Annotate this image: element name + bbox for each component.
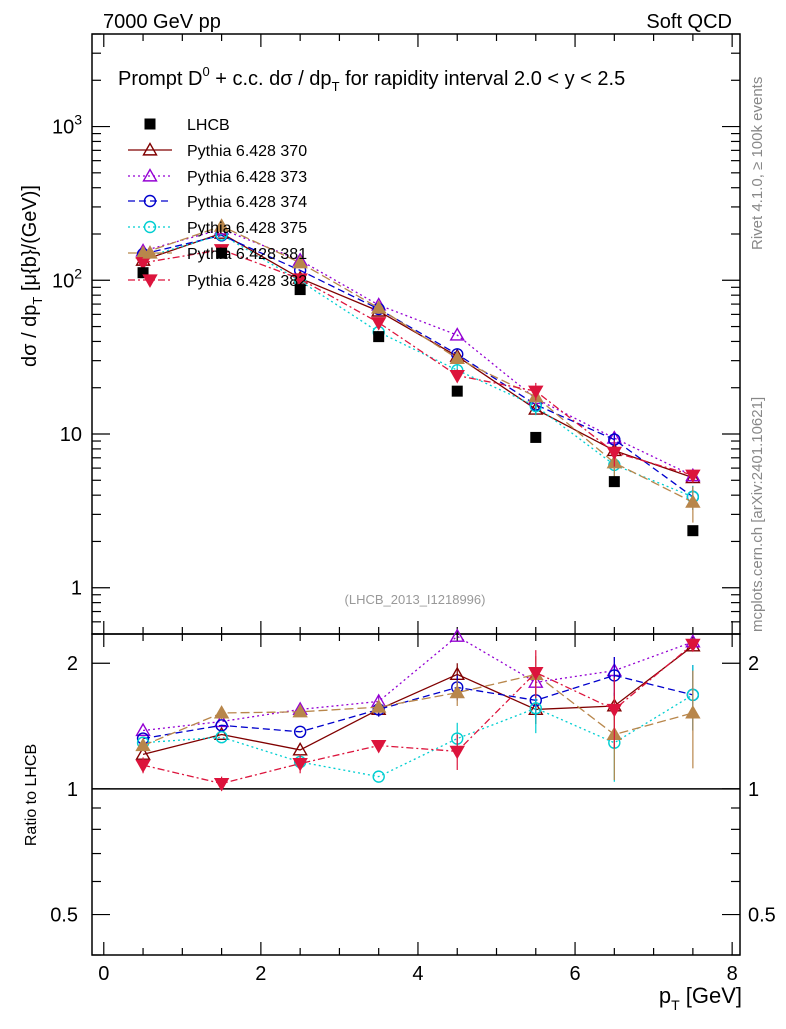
ratio-series-point: [292, 703, 308, 718]
series-pythia-6-428-382: [135, 244, 701, 792]
y-axis-label: dσ / dpT [μ{b}/(GeV)]: [19, 185, 45, 367]
series-point: [606, 446, 623, 461]
series-point: [292, 254, 308, 269]
series-point: [685, 469, 701, 484]
ratio-series-point: [293, 725, 307, 739]
process-label: Soft QCD: [646, 11, 732, 33]
ratio-series-point: [213, 705, 230, 719]
y-tick-label: 10: [60, 424, 82, 446]
legend-label: Pythia 6.428 382: [187, 273, 307, 290]
series-point: [292, 273, 308, 287]
x-tick-label: 2: [255, 963, 266, 985]
ratio-series-point: [135, 759, 151, 774]
legend-marker: [142, 142, 158, 156]
legend-marker: [142, 245, 158, 259]
ratio-series-point: [292, 757, 308, 772]
x-tick-label: 6: [569, 963, 580, 985]
ratio-plot-frame: [91, 633, 741, 956]
ratio-y-tick-label: 1: [67, 779, 78, 801]
series-point: [213, 225, 230, 239]
ratio-series-point: [685, 705, 701, 719]
series-point: [449, 327, 465, 341]
ratio-series-point: [135, 722, 151, 737]
series-point: [213, 218, 230, 232]
legend-label: Pythia 6.428 375: [187, 220, 307, 237]
legend-marker: [143, 194, 157, 208]
series-point: [528, 385, 544, 400]
data-point: [137, 267, 149, 279]
data-point: [530, 431, 542, 443]
ratio-y-tick-label-right: 2: [748, 653, 759, 675]
ratio-series-line: [142, 645, 694, 755]
series-pythia-6-428-381: [135, 218, 701, 781]
legend-label: Pythia 6.428 374: [187, 194, 307, 211]
data-point: [216, 247, 228, 259]
analysis-watermark: (LHCB_2013_I1218996): [345, 592, 486, 607]
ratio-series-line: [142, 673, 694, 747]
data-point: [687, 525, 699, 537]
legend-marker: [142, 168, 158, 182]
series-line: [142, 225, 694, 503]
x-tick-label: 0: [98, 963, 109, 985]
ratio-series-point: [528, 666, 544, 681]
legend-marker-lhcb: [144, 118, 156, 130]
series-pythia-6-428-370: [135, 225, 701, 760]
series-lhcb: [137, 247, 699, 537]
ratio-series-point: [449, 684, 465, 699]
ratio-series-point: [370, 739, 387, 754]
energy-label: 7000 GeV pp: [103, 11, 221, 33]
ratio-series-point: [135, 737, 151, 752]
data-point: [294, 284, 306, 296]
ratio-series-point: [529, 702, 542, 715]
series-point: [449, 350, 465, 365]
ratio-series-point: [213, 777, 230, 792]
ratio-series-point: [449, 745, 465, 760]
ratio-series-point: [215, 719, 228, 732]
ratio-series-point: [215, 730, 228, 744]
ratio-y-tick-label: 0.5: [50, 905, 78, 927]
rivet-label: Rivet 4.1.0, ≥ 100k events: [749, 77, 766, 250]
legend-label-lhcb: LHCB: [187, 117, 230, 134]
ratio-y-axis-label: Ratio to LHCB: [23, 744, 40, 846]
series-line: [142, 234, 694, 498]
series-point: [370, 317, 387, 331]
legend-label: Pythia 6.428 370: [187, 143, 307, 160]
ratio-series-point: [606, 703, 623, 718]
ratio-series-line: [142, 635, 694, 732]
ratio-series-point: [372, 770, 385, 783]
ratio-y-tick-label: 2: [67, 653, 78, 675]
ratio-series-point: [370, 699, 387, 713]
legend-marker: [143, 220, 157, 234]
y-tick-label: 1: [71, 578, 82, 600]
series-point: [449, 369, 465, 384]
plot-title: Prompt D0 + c.c. dσ / dpT for rapidity i…: [118, 64, 625, 94]
ratio-series-line: [142, 643, 694, 785]
series-line: [142, 249, 694, 476]
ratio-series-point: [685, 638, 701, 653]
mcplots-label: mcplots.cern.ch [arXiv:2401.10621]: [749, 397, 766, 632]
series-line: [142, 228, 694, 477]
legend-marker: [142, 274, 158, 288]
data-point: [373, 331, 385, 343]
data-point: [451, 385, 463, 397]
x-tick-label: 8: [727, 963, 738, 985]
ratio-series-point: [213, 726, 230, 741]
series-point: [685, 494, 701, 508]
y-tick-label: 103: [52, 112, 82, 139]
ratio-y-tick-label-right: 0.5: [748, 905, 776, 927]
x-axis-label: pT [GeV]: [659, 983, 742, 1013]
x-tick-label: 4: [412, 963, 423, 985]
ratio-series-line: [142, 674, 694, 740]
ratio-y-tick-label-right: 1: [748, 779, 759, 801]
legend-label: Pythia 6.428 373: [187, 169, 307, 186]
series-line: [142, 232, 694, 479]
data-point: [608, 476, 620, 488]
series-line: [142, 233, 694, 498]
legend-label: Pythia 6.428 381: [187, 246, 307, 263]
series-point: [370, 300, 387, 314]
y-tick-label: 102: [52, 265, 82, 292]
ratio-series-point: [449, 628, 465, 642]
